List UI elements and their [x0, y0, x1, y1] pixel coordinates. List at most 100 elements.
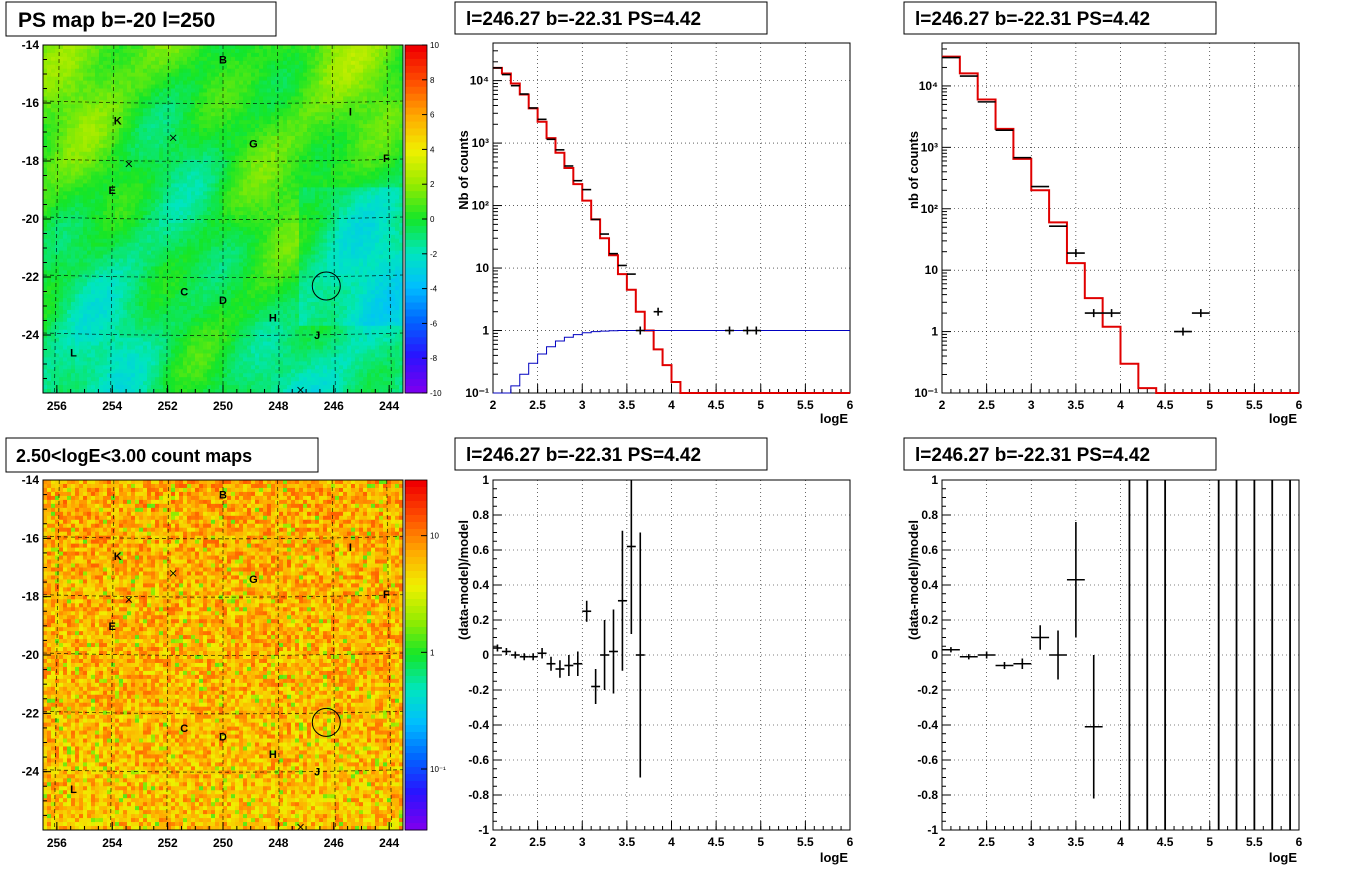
- heatmap-cell: [259, 179, 264, 184]
- heatmap-cell: [139, 163, 144, 169]
- heatmap-cell: [215, 207, 220, 212]
- heatmap-cell: [83, 286, 88, 291]
- heatmap-cell: [247, 203, 252, 208]
- heatmap-cell: [135, 96, 140, 101]
- heatmap-cell: [267, 309, 272, 315]
- heatmap-cell: [235, 147, 240, 153]
- heatmap-cell: [83, 238, 88, 244]
- heatmap-cell: [107, 45, 112, 50]
- heatmap-cell: [259, 139, 264, 145]
- heatmap-cell: [103, 230, 108, 236]
- heatmap-cell: [135, 84, 140, 90]
- heatmap-cell: [55, 369, 60, 374]
- heatmap-cell: [195, 274, 200, 279]
- heatmap-cell: [99, 76, 104, 82]
- heatmap-cell: [183, 56, 188, 62]
- heatmap-cell: [179, 52, 184, 58]
- heatmap-cell: [63, 246, 68, 252]
- heatmap-cell: [263, 226, 268, 232]
- heatmap-cell: [235, 143, 240, 149]
- heatmap-cell: [59, 60, 64, 66]
- heatmap-cell: [167, 286, 172, 291]
- heatmap-cell: [139, 282, 144, 287]
- heatmap-cell: [163, 52, 168, 58]
- heatmap-cell: [63, 88, 68, 94]
- heatmap-cell: [171, 389, 176, 393]
- heatmap-cell: [247, 108, 252, 113]
- heatmap-cell: [211, 163, 216, 169]
- heatmap-cell: [267, 294, 272, 299]
- heatmap-cell: [215, 124, 220, 129]
- heatmap-cell: [207, 333, 212, 339]
- heatmap-cell: [259, 104, 264, 109]
- heatmap-cell: [227, 132, 232, 137]
- heatmap-cell: [91, 278, 96, 283]
- heatmap-cell: [135, 345, 140, 351]
- heatmap-cell: [135, 282, 140, 287]
- heatmap-cell: [123, 211, 128, 216]
- heatmap-cell: [155, 48, 160, 54]
- heatmap-cell: [87, 250, 92, 256]
- heatmap-cell: [103, 203, 108, 208]
- heatmap-cell: [67, 321, 72, 327]
- heatmap-cell: [159, 238, 164, 244]
- heatmap-cell: [131, 92, 136, 97]
- heatmap-cell: [227, 88, 232, 94]
- heatmap-cell: [91, 266, 96, 271]
- heatmap-cell: [63, 238, 68, 244]
- heatmap-cell: [203, 294, 208, 299]
- heatmap-cell: [95, 128, 100, 133]
- heatmap-cell: [263, 309, 268, 315]
- heatmap-cell: [207, 381, 212, 386]
- heatmap-cell: [75, 309, 80, 315]
- heatmap-cell: [195, 191, 200, 196]
- heatmap-cell: [51, 155, 56, 161]
- heatmap-cell: [115, 309, 120, 315]
- heatmap-cell: [207, 309, 212, 315]
- heatmap-cell: [123, 100, 128, 105]
- heatmap-cell: [199, 187, 204, 192]
- heatmap-cell: [243, 219, 248, 224]
- heatmap-cell: [179, 179, 184, 184]
- heatmap-cell: [179, 361, 184, 366]
- heatmap-cell: [119, 68, 124, 74]
- heatmap-cell: [239, 365, 244, 370]
- heatmap-cell: [235, 76, 240, 82]
- heatmap-cell: [147, 151, 152, 157]
- heatmap-cell: [47, 124, 52, 129]
- heatmap-cell: [203, 309, 208, 315]
- heatmap-cell: [111, 191, 116, 196]
- heatmap-cell: [87, 369, 92, 374]
- heatmap-cell: [67, 242, 72, 248]
- heatmap-cell: [211, 278, 216, 283]
- heatmap-cell: [207, 270, 212, 275]
- heatmap-cell: [251, 226, 256, 232]
- heatmap-cell: [139, 357, 144, 362]
- heatmap-cell: [63, 147, 68, 153]
- heatmap-cell: [231, 163, 236, 169]
- heatmap-cell: [115, 274, 120, 279]
- heatmap-cell: [163, 238, 168, 244]
- heatmap-cell: [119, 171, 124, 177]
- heatmap-cell: [219, 321, 224, 327]
- heatmap-cell: [247, 72, 252, 78]
- heatmap-cell: [215, 191, 220, 196]
- heatmap-cell: [135, 226, 140, 232]
- heatmap-cell: [47, 250, 52, 256]
- heatmap-cell: [251, 215, 256, 220]
- heatmap-cell: [199, 238, 204, 244]
- heatmap-cell: [71, 80, 76, 86]
- heatmap-cell: [167, 262, 172, 268]
- heatmap-cell: [191, 317, 196, 323]
- heatmap-cell: [67, 222, 72, 228]
- heatmap-cell: [199, 369, 204, 374]
- heatmap-cell: [123, 369, 128, 374]
- heatmap-cell: [123, 373, 128, 378]
- heatmap-cell: [123, 222, 128, 228]
- heatmap-cell: [155, 329, 160, 335]
- heatmap-cell: [95, 45, 100, 50]
- heatmap-cell: [119, 135, 124, 141]
- heatmap-cell: [63, 298, 68, 303]
- heatmap-cell: [91, 68, 96, 74]
- heatmap-cell: [239, 64, 244, 70]
